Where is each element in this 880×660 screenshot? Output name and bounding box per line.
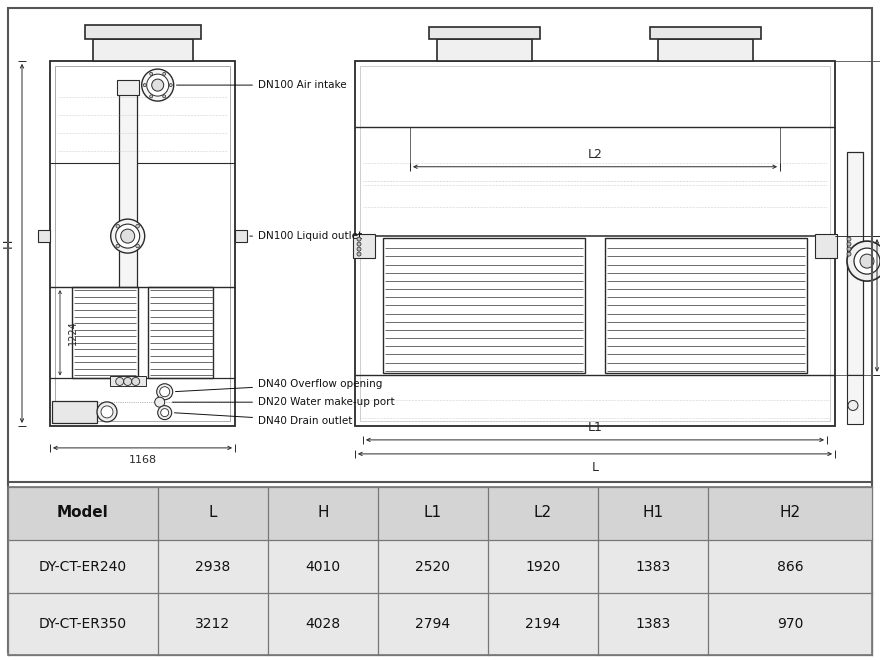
Circle shape (116, 244, 120, 248)
Circle shape (357, 237, 361, 241)
Text: DN40 Drain outlet: DN40 Drain outlet (174, 412, 352, 426)
Circle shape (157, 383, 172, 400)
Circle shape (163, 73, 165, 75)
Bar (110, 376, 146, 387)
Circle shape (163, 95, 165, 98)
Text: DY-CT-ER350: DY-CT-ER350 (39, 617, 127, 631)
Text: 3212: 3212 (195, 617, 231, 631)
Text: DN20 Water make-up port: DN20 Water make-up port (172, 397, 394, 407)
Bar (605, 238, 807, 373)
Text: L1: L1 (588, 421, 603, 434)
Circle shape (357, 242, 361, 246)
Circle shape (155, 397, 165, 407)
Text: 866: 866 (777, 560, 803, 574)
Text: H2: H2 (780, 506, 801, 520)
Text: Model: Model (57, 506, 109, 520)
Text: L1: L1 (424, 506, 442, 520)
Circle shape (151, 79, 164, 91)
Circle shape (847, 252, 851, 256)
Text: DY-CT-ER240: DY-CT-ER240 (39, 560, 127, 574)
Circle shape (357, 252, 361, 256)
Circle shape (101, 406, 113, 418)
Circle shape (147, 74, 169, 96)
Circle shape (97, 402, 117, 422)
Text: 2794: 2794 (415, 617, 451, 631)
Bar (658, 39, 753, 61)
Circle shape (121, 229, 135, 243)
Bar (847, 375, 863, 424)
Bar (437, 39, 532, 61)
Text: 1224: 1224 (68, 321, 78, 345)
Circle shape (116, 224, 120, 228)
Circle shape (159, 387, 170, 397)
Circle shape (158, 406, 172, 420)
Bar (148, 287, 213, 378)
Text: L: L (591, 461, 598, 474)
Bar (117, 80, 139, 95)
Bar (847, 152, 863, 375)
Circle shape (848, 401, 858, 411)
Circle shape (115, 224, 140, 248)
Circle shape (115, 378, 124, 385)
Circle shape (150, 73, 153, 75)
Bar (92, 39, 193, 61)
Bar (38, 230, 50, 242)
Circle shape (132, 378, 140, 385)
Text: L2: L2 (534, 506, 552, 520)
Bar (353, 234, 375, 258)
Circle shape (357, 247, 361, 251)
Text: L2: L2 (588, 148, 603, 161)
Text: DN100 Air intake: DN100 Air intake (177, 80, 347, 90)
Text: H: H (2, 239, 15, 248)
Circle shape (143, 84, 146, 86)
Text: H1: H1 (642, 506, 664, 520)
Circle shape (124, 378, 132, 385)
Circle shape (161, 409, 169, 416)
Circle shape (136, 244, 139, 248)
Bar (815, 234, 837, 258)
Circle shape (847, 237, 851, 241)
Circle shape (136, 224, 139, 228)
Text: 1383: 1383 (635, 560, 671, 574)
Text: 970: 970 (777, 617, 803, 631)
Bar (360, 66, 830, 421)
Circle shape (847, 242, 851, 246)
Bar (72, 287, 137, 378)
Text: 1168: 1168 (128, 455, 157, 465)
Bar (8, 487, 872, 540)
Circle shape (860, 254, 874, 268)
Bar (235, 230, 247, 242)
Text: H: H (318, 506, 329, 520)
Circle shape (169, 84, 172, 86)
Bar (50, 61, 235, 426)
Bar (355, 61, 835, 426)
Bar (55, 66, 230, 421)
Bar (52, 401, 97, 423)
Circle shape (142, 69, 173, 101)
Text: DN100 Liquid outlet: DN100 Liquid outlet (250, 231, 363, 241)
Text: 4010: 4010 (305, 560, 341, 574)
Text: DN40 Overflow opening: DN40 Overflow opening (175, 379, 383, 391)
Text: 4028: 4028 (305, 617, 341, 631)
Bar (429, 27, 540, 39)
Bar (84, 25, 201, 39)
Text: 2938: 2938 (195, 560, 231, 574)
Text: 2194: 2194 (525, 617, 561, 631)
Text: L: L (209, 506, 217, 520)
Text: 1920: 1920 (525, 560, 561, 574)
Bar (119, 90, 136, 294)
Text: 2520: 2520 (415, 560, 451, 574)
Circle shape (847, 247, 851, 251)
Bar (650, 27, 761, 39)
Circle shape (150, 95, 153, 98)
Circle shape (847, 241, 880, 281)
Circle shape (854, 248, 880, 274)
Text: 1383: 1383 (635, 617, 671, 631)
Circle shape (111, 219, 144, 253)
Bar (383, 238, 585, 373)
